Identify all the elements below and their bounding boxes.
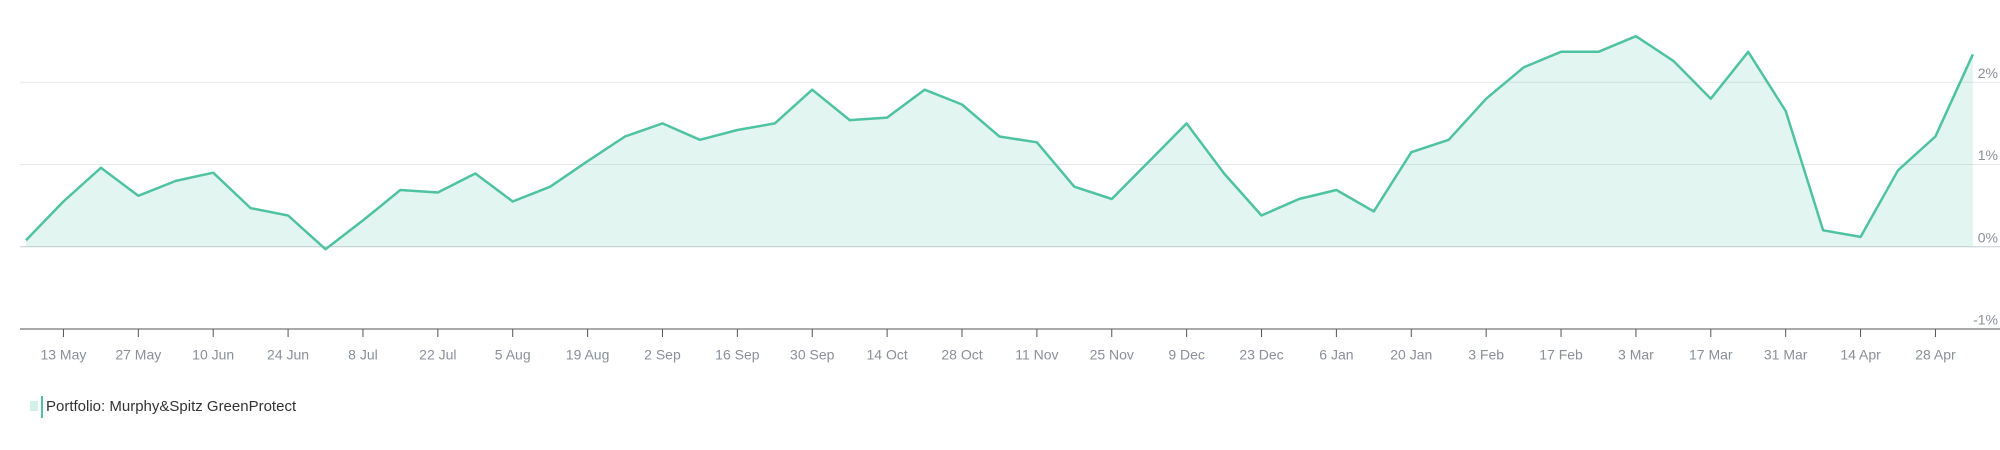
x-tick-label: 3 Feb bbox=[1468, 347, 1504, 363]
x-tick-label: 9 Dec bbox=[1168, 347, 1205, 363]
legend-label: Portfolio: Murphy&Spitz GreenProtect bbox=[46, 398, 297, 415]
x-tick-label: 28 Apr bbox=[1915, 347, 1956, 363]
x-tick-label: 5 Aug bbox=[495, 347, 531, 363]
x-tick-label: 22 Jul bbox=[419, 347, 456, 363]
x-tick-label: 25 Nov bbox=[1090, 347, 1134, 363]
x-tick-label: 14 Oct bbox=[866, 347, 907, 363]
x-tick-label: 24 Jun bbox=[267, 347, 309, 363]
x-tick-label: 13 May bbox=[40, 347, 86, 363]
y-tick-label: 2% bbox=[1978, 65, 1998, 81]
x-tick-label: 6 Jan bbox=[1319, 347, 1353, 363]
x-tick-label: 27 May bbox=[115, 347, 161, 363]
area bbox=[26, 36, 1973, 250]
x-tick-label: 17 Feb bbox=[1539, 347, 1583, 363]
x-tick-label: 16 Sep bbox=[715, 347, 760, 363]
x-tick-label: 30 Sep bbox=[790, 347, 835, 363]
line bbox=[25, 34, 1975, 251]
x-tick-label: 19 Aug bbox=[566, 347, 610, 363]
x-tick-label: 2 Sep bbox=[644, 347, 681, 363]
x-tick-label: 17 Mar bbox=[1689, 347, 1733, 363]
x-tick-label: 20 Jan bbox=[1390, 347, 1432, 363]
y-tick-label: 1% bbox=[1978, 147, 1998, 163]
legend-swatch bbox=[30, 401, 38, 411]
x-tick-label: 28 Oct bbox=[941, 347, 982, 363]
x-tick-label: 31 Mar bbox=[1764, 347, 1808, 363]
x-tick-label: 23 Dec bbox=[1239, 347, 1283, 363]
y-tick-label: -1% bbox=[1973, 312, 1998, 328]
x-tick-label: 10 Jun bbox=[192, 347, 234, 363]
x-tick-label: 8 Jul bbox=[348, 347, 378, 363]
x-tick-label: 11 Nov bbox=[1015, 347, 1058, 363]
x-tick-label: 14 Apr bbox=[1840, 347, 1881, 363]
x-tick-label: 3 Mar bbox=[1618, 347, 1654, 363]
y-tick-label: 0% bbox=[1978, 229, 1998, 245]
